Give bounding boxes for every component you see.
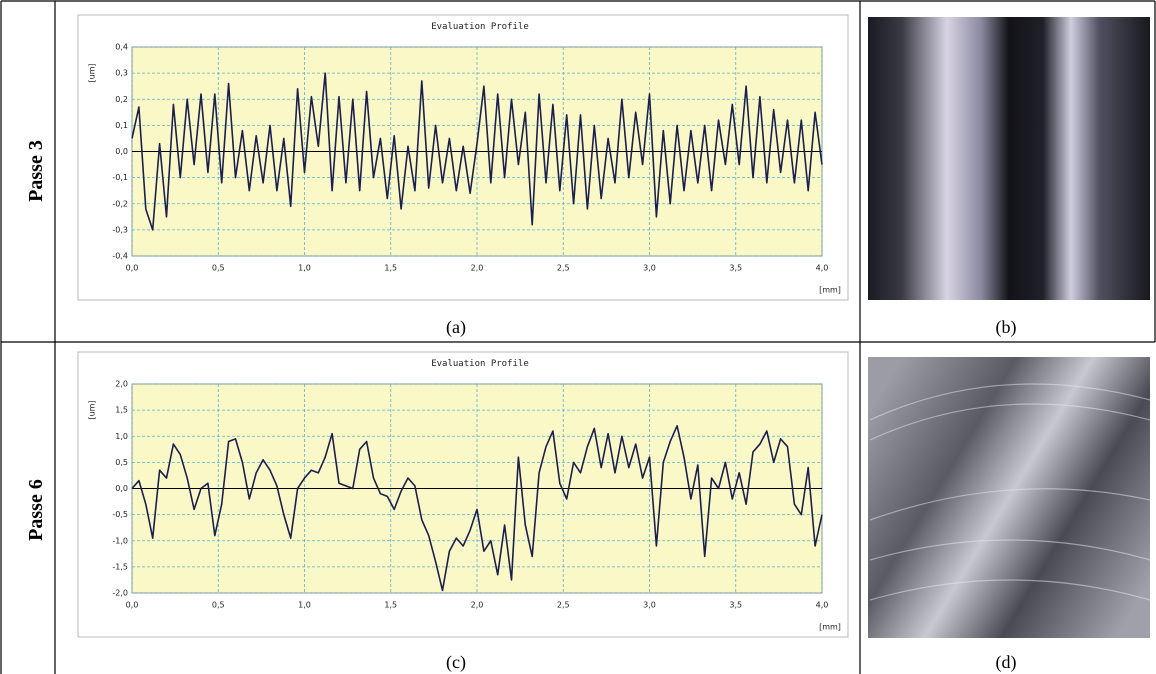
y-tick-label: 1,0 xyxy=(115,432,128,441)
x-axis-label: [mm] xyxy=(819,286,841,295)
y-axis-label: [um] xyxy=(88,400,97,419)
x-tick-label: 2,5 xyxy=(557,601,570,610)
x-tick-label: 2,5 xyxy=(557,264,570,273)
x-tick-label: 0,0 xyxy=(126,264,139,273)
x-tick-label: 2,0 xyxy=(471,601,484,610)
y-tick-label: 0,1 xyxy=(115,121,128,130)
y-tick-label: 0,5 xyxy=(115,458,128,467)
x-tick-label: 3,0 xyxy=(643,264,656,273)
profile-line xyxy=(131,425,823,592)
y-tick-label: -2,0 xyxy=(112,589,128,598)
photo xyxy=(868,17,1150,300)
y-tick-label: -0,1 xyxy=(112,173,128,182)
x-tick-label: 1,5 xyxy=(384,264,397,273)
chart-title: Evaluation Profile xyxy=(431,359,529,369)
y-tick-label: -0,2 xyxy=(112,199,128,208)
y-tick-label: -0,5 xyxy=(112,510,128,519)
y-tick-label: -1,5 xyxy=(112,562,128,571)
caption: (c) xyxy=(446,652,466,673)
photo-streaks xyxy=(869,383,1151,601)
x-tick-label: 3,5 xyxy=(729,601,742,610)
x-tick-label: 1,0 xyxy=(298,264,311,273)
chart-title: Evaluation Profile xyxy=(431,22,529,32)
x-tick-label: 3,5 xyxy=(729,264,742,273)
y-tick-label: 0,3 xyxy=(115,69,128,78)
caption: (b) xyxy=(996,317,1017,338)
x-tick-label: 2,0 xyxy=(471,264,484,273)
x-axis-label: [mm] xyxy=(819,623,841,632)
y-tick-label: -0,3 xyxy=(112,225,128,234)
y-tick-label: -0,4 xyxy=(112,252,128,261)
x-tick-label: 1,0 xyxy=(298,601,311,610)
x-tick-label: 0,0 xyxy=(126,601,139,610)
y-tick-label: 0,4 xyxy=(115,43,128,52)
x-tick-label: 1,5 xyxy=(384,601,397,610)
y-tick-label: 2,0 xyxy=(115,380,128,389)
photo xyxy=(868,357,1150,638)
x-tick-label: 4,0 xyxy=(816,264,829,273)
profile-line xyxy=(131,72,823,231)
x-tick-label: 4,0 xyxy=(816,601,829,610)
x-tick-label: 0,5 xyxy=(212,264,225,273)
y-axis-label: [um] xyxy=(88,63,97,82)
y-tick-label: 0,2 xyxy=(115,95,128,104)
y-tick-label: 1,5 xyxy=(115,406,128,415)
caption: (d) xyxy=(996,652,1017,673)
caption: (a) xyxy=(446,317,466,338)
row-label: Passe 3 xyxy=(25,140,47,202)
y-tick-label: 0,0 xyxy=(115,484,128,493)
y-tick-label: -1,0 xyxy=(112,536,128,545)
y-tick-label: 0,0 xyxy=(115,147,128,156)
row-label: Passe 6 xyxy=(25,479,47,541)
x-tick-label: 0,5 xyxy=(212,601,225,610)
x-tick-label: 3,0 xyxy=(643,601,656,610)
